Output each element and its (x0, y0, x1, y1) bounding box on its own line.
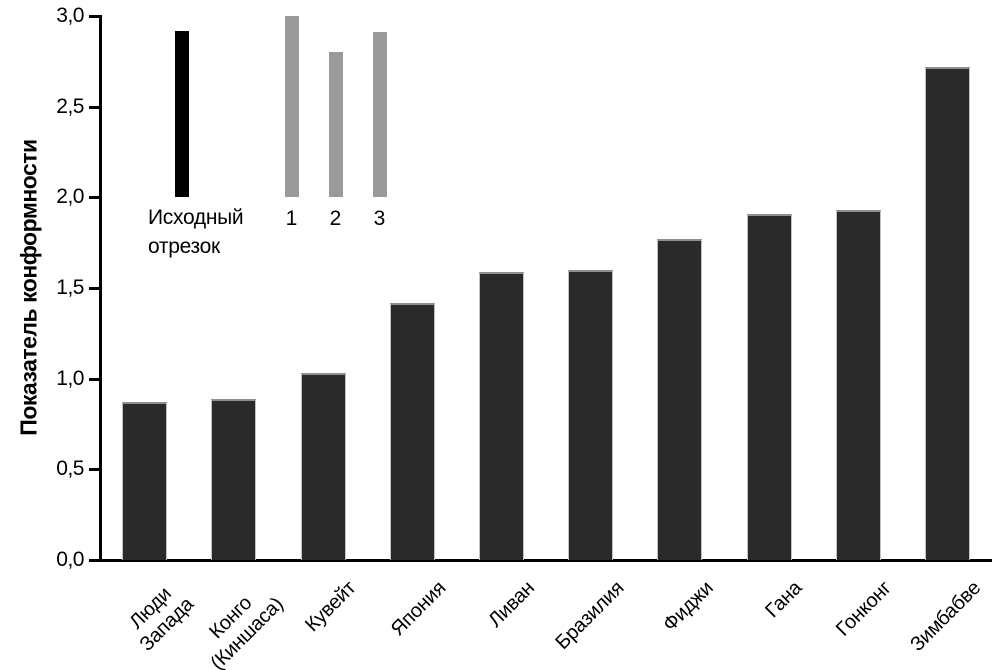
x-tick-label: Конго (Киншаса) (205, 592, 288, 670)
x-tick-label: Люди Запада (125, 582, 199, 656)
bar-Люди Запада (122, 402, 168, 560)
x-tick-label: Гана (761, 577, 807, 623)
comparison-segment-label: 2 (329, 207, 342, 230)
bar-Гана (746, 213, 792, 560)
y-tick-mark (89, 559, 100, 562)
bar-Зимбабве (924, 66, 970, 560)
comparison-segment-label: 1 (285, 207, 298, 230)
x-tick-label: Ливан (484, 577, 539, 632)
y-tick-mark (89, 287, 100, 290)
bar-Ливан (478, 271, 524, 560)
bar-Конго (Киншаса) (211, 398, 257, 560)
bar-Гонконг (835, 210, 881, 560)
bar-Кувейт (300, 373, 346, 560)
x-axis-line (89, 559, 992, 562)
comparison-segment-bar-2 (328, 52, 343, 198)
y-tick-mark (89, 468, 100, 472)
comparison-segment-bar-3 (372, 32, 387, 198)
x-tick-label: Фиджи (658, 577, 718, 636)
comparison-segment-label: 3 (373, 207, 386, 230)
y-tick-mark (89, 15, 100, 18)
comparison-segment-bar-1 (284, 16, 299, 198)
bar-Фиджи (657, 239, 703, 560)
y-axis-line (99, 15, 102, 562)
standard-segment-bar (175, 30, 189, 198)
x-tick-label: Бразилия (551, 577, 629, 654)
bar-Япония (389, 302, 435, 560)
y-tick-label: 3,0 (56, 4, 84, 27)
x-tick-label: Кувейт (301, 577, 361, 637)
x-tick-label: Зимбабве (906, 577, 985, 656)
y-tick-mark (89, 377, 100, 381)
x-tick-label: Япония (386, 577, 450, 641)
standard-segment-label: Исходный отрезок (148, 206, 244, 258)
y-tick-label: 2,5 (56, 94, 84, 118)
y-tick-mark (89, 196, 100, 200)
y-tick-label: 2,0 (56, 185, 84, 209)
y-tick-label: 1,0 (56, 366, 84, 390)
x-tick-label: Гонконг (832, 577, 896, 641)
y-tick-mark (89, 105, 100, 109)
bar-Бразилия (568, 269, 614, 560)
y-tick-label: 0,5 (56, 457, 84, 481)
y-tick-label: 0,0 (56, 548, 84, 571)
y-tick-label: 1,5 (56, 276, 84, 299)
